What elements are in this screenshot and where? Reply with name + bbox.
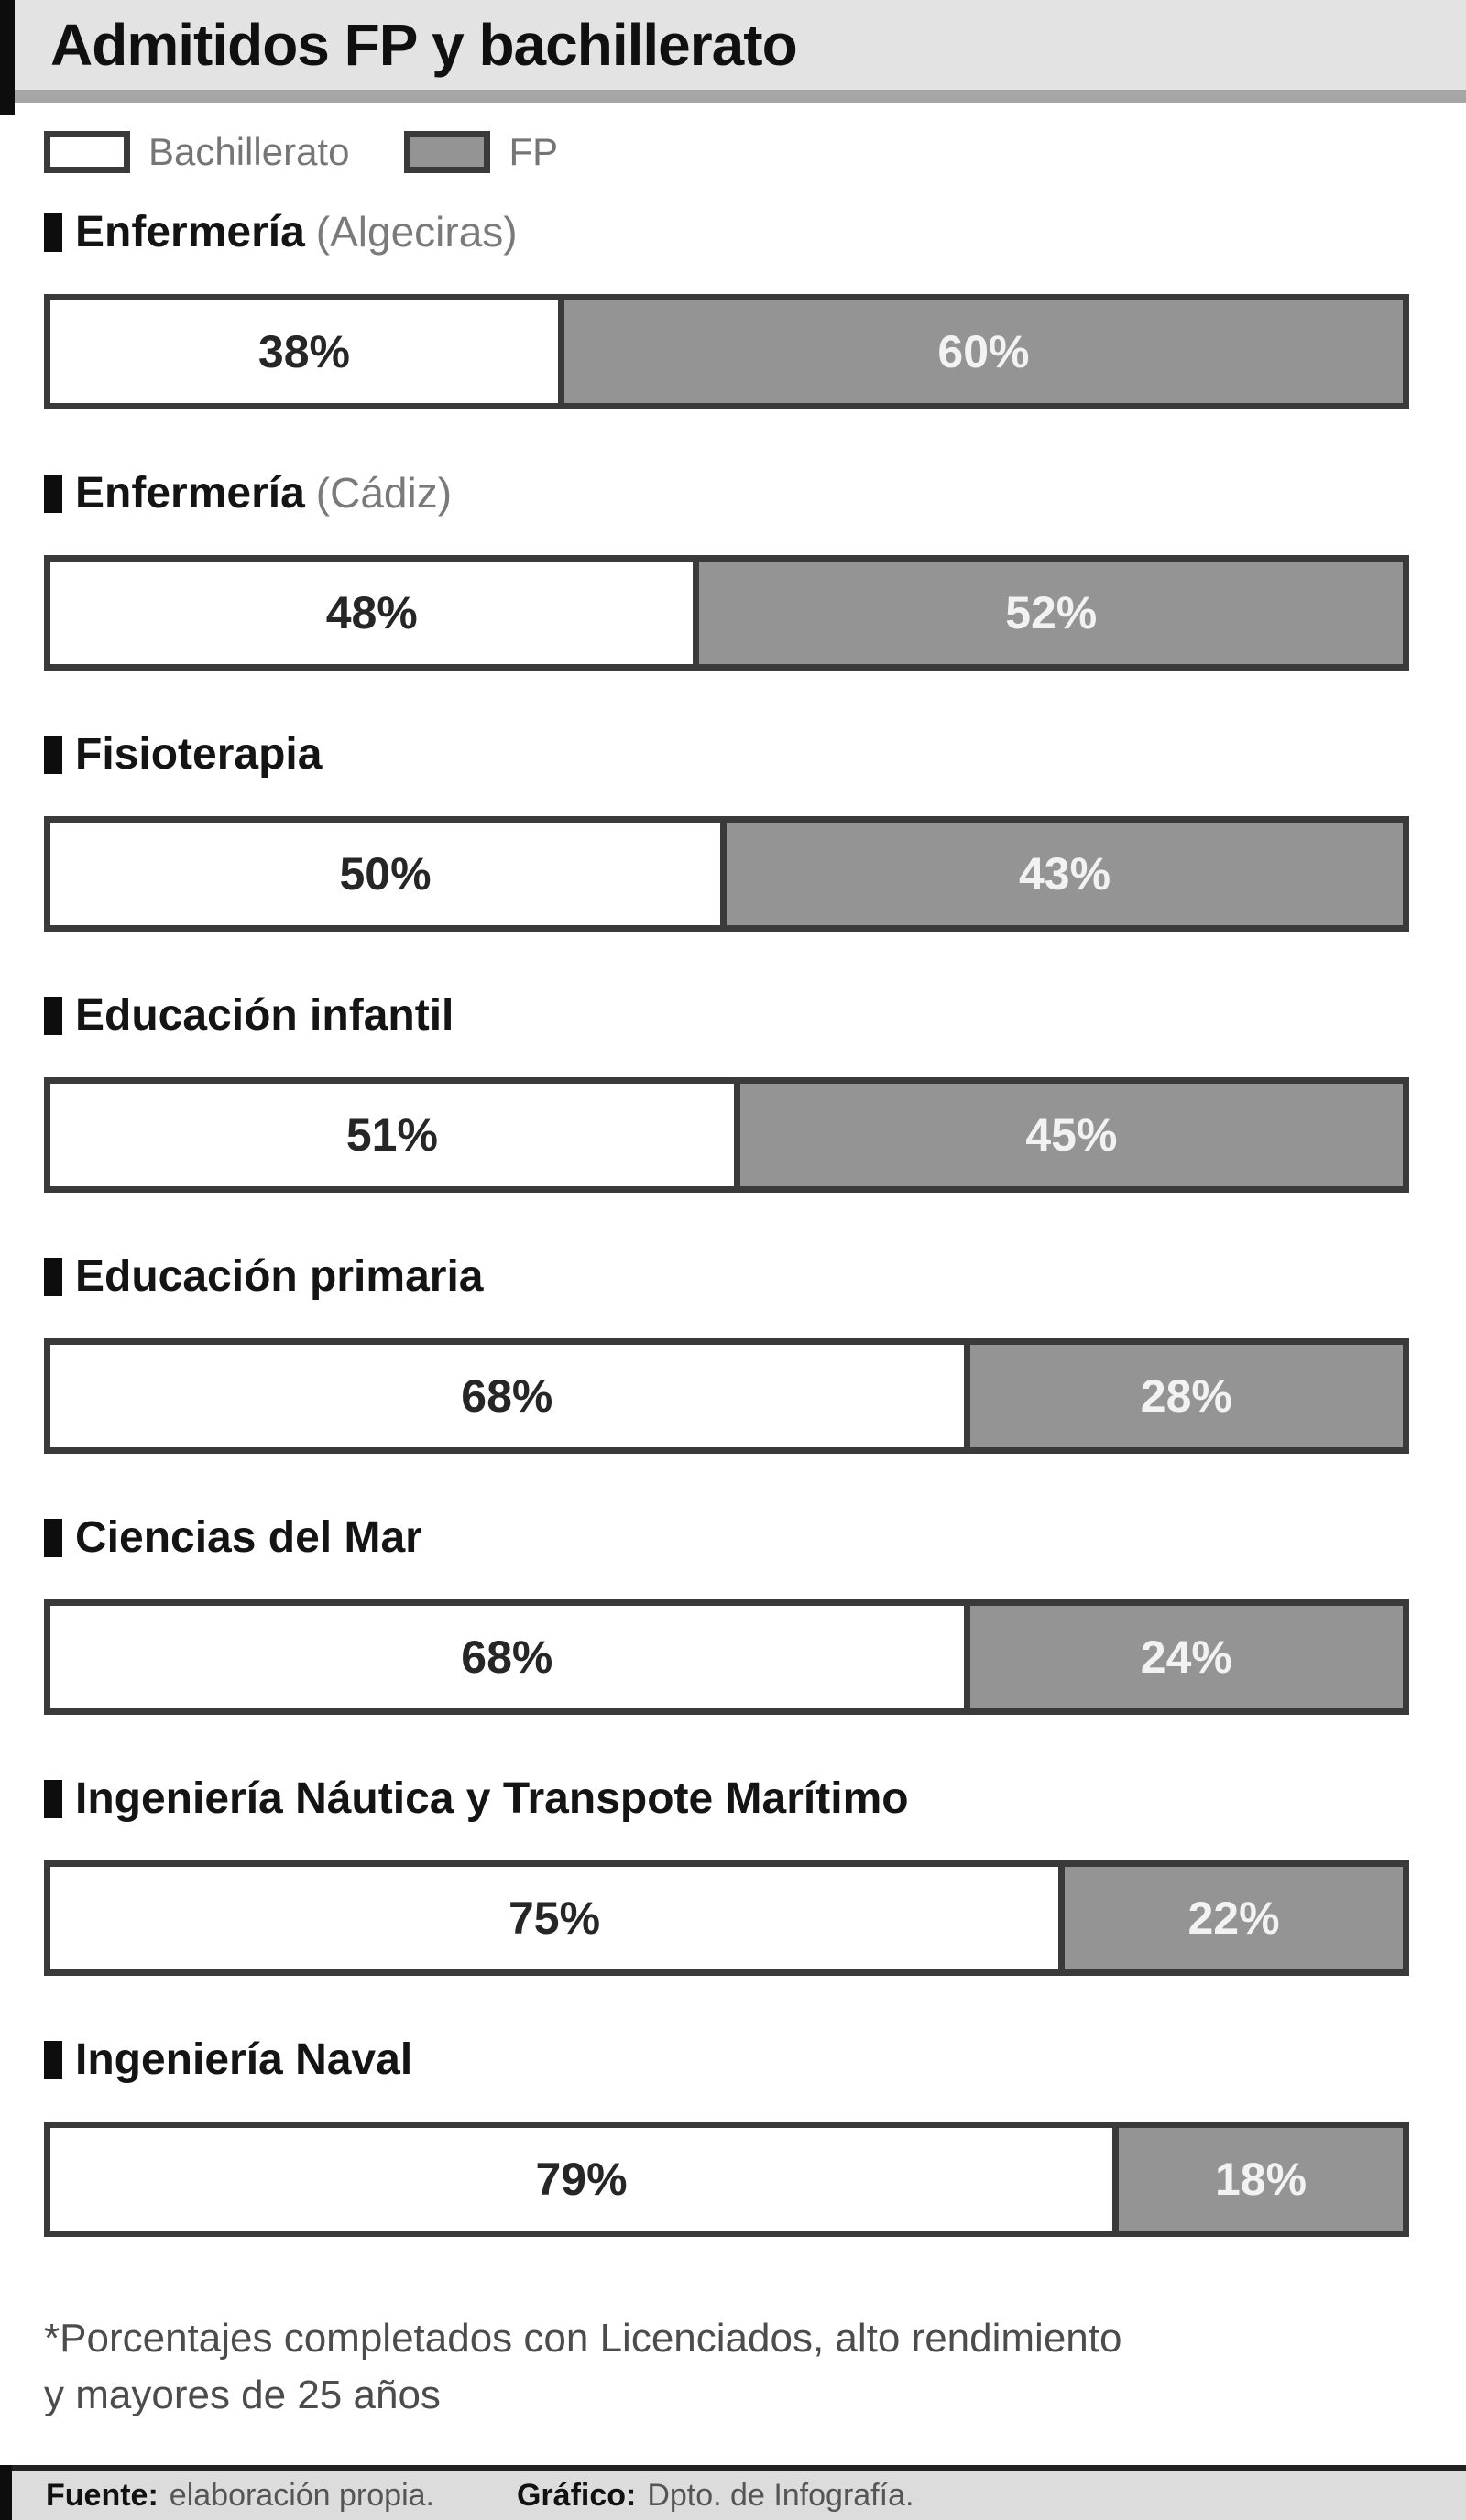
- program-label: Ingeniería Náutica y Transpote Marítimo: [44, 1773, 1409, 1824]
- credit-value: Dpto. de Infografía.: [647, 2478, 914, 2513]
- bachillerato-segment: 48%: [50, 562, 700, 664]
- bachillerato-value: 38%: [257, 326, 350, 377]
- program-label: Ingeniería Naval: [44, 2035, 1409, 2085]
- fp-swatch-icon: [404, 131, 491, 173]
- stacked-bar: 75% 22%: [44, 1860, 1409, 1976]
- fp-legend-label: FP: [509, 130, 559, 173]
- bachillerato-segment: 79%: [50, 2128, 1120, 2231]
- program-label: Enfermería (Algeciras): [44, 207, 1409, 257]
- program-section-fisioterapia: Fisioterapia 50% 43%: [44, 729, 1409, 932]
- program-label: Fisioterapia: [44, 729, 1409, 780]
- footer: Fuente: elaboración propia. Gráfico: Dpt…: [0, 2465, 1466, 2520]
- bachillerato-swatch-icon: [44, 131, 130, 173]
- program-section-educacion-primaria: Educación primaria 68% 28%: [44, 1251, 1409, 1454]
- bachillerato-value: 79%: [535, 2154, 628, 2205]
- program-section-ciencias-del-mar: Ciencias del Mar 68% 24%: [44, 1512, 1409, 1715]
- program-name: Ciencias del Mar: [75, 1513, 422, 1562]
- fp-value: 22%: [1187, 1893, 1280, 1944]
- bachillerato-segment: 51%: [50, 1084, 740, 1186]
- bachillerato-value: 48%: [325, 587, 418, 638]
- bachillerato-segment: 38%: [50, 300, 564, 403]
- footer-accent-bar: [0, 2465, 12, 2520]
- bachillerato-segment: 68%: [50, 1345, 970, 1447]
- fp-value: 45%: [1025, 1109, 1118, 1161]
- header-accent-bar: [0, 0, 15, 115]
- program-detail: (Cádiz): [315, 469, 453, 517]
- fp-segment: 18%: [1119, 2128, 1403, 2231]
- bullet-square-icon: [44, 2040, 62, 2079]
- program-section-enfermeria-cadiz: Enfermería (Cádiz) 48% 52%: [44, 468, 1409, 671]
- stacked-bar: 68% 28%: [44, 1338, 1409, 1454]
- program-section-enfermeria-algeciras: Enfermería (Algeciras) 38% 60%: [44, 207, 1409, 409]
- bachillerato-segment: 75%: [50, 1867, 1065, 1969]
- program-label: Enfermería (Cádiz): [44, 468, 1409, 518]
- credit-label: Gráfico:: [516, 2478, 637, 2513]
- footnote-line1: *Porcentajes completados con Licenciados…: [44, 2316, 1122, 2361]
- program-name: Enfermería: [75, 208, 305, 256]
- bachillerato-value: 75%: [508, 1893, 601, 1944]
- program-name: Ingeniería Náutica y Transpote Marítimo: [75, 1774, 909, 1823]
- source-label: Fuente:: [46, 2478, 159, 2513]
- fp-segment: 28%: [970, 1345, 1403, 1447]
- header: Admitidos FP y bachillerato: [0, 0, 1466, 115]
- bachillerato-value: 50%: [339, 848, 432, 900]
- program-section-ingenieria-naval: Ingeniería Naval 79% 18%: [44, 2035, 1409, 2237]
- source-value: elaboración propia.: [169, 2478, 434, 2513]
- program-name: Educación infantil: [75, 991, 454, 1040]
- stacked-bar: 38% 60%: [44, 294, 1409, 409]
- program-name: Ingeniería Naval: [75, 2035, 413, 2084]
- bullet-square-icon: [44, 1779, 62, 1818]
- fp-value: 43%: [1018, 848, 1111, 900]
- bullet-square-icon: [44, 474, 62, 513]
- bachillerato-value: 68%: [461, 1631, 553, 1683]
- fp-value: 28%: [1140, 1370, 1232, 1422]
- stacked-bar: 50% 43%: [44, 816, 1409, 932]
- page-title: Admitidos FP y bachillerato: [50, 12, 798, 78]
- fp-value: 60%: [937, 326, 1030, 377]
- bullet-square-icon: [44, 1518, 62, 1557]
- chart-rows: Enfermería (Algeciras) 38% 60% Enfermerí…: [0, 207, 1466, 2237]
- stacked-bar: 48% 52%: [44, 555, 1409, 671]
- program-label: Educación primaria: [44, 1251, 1409, 1302]
- program-detail: (Algeciras): [315, 208, 518, 256]
- bullet-square-icon: [44, 735, 62, 774]
- footnote-line2: y mayores de 25 años: [44, 2373, 441, 2417]
- program-label: Ciencias del Mar: [44, 1512, 1409, 1563]
- fp-segment: 22%: [1065, 1867, 1403, 1969]
- program-label: Educación infantil: [44, 990, 1409, 1041]
- stacked-bar: 68% 24%: [44, 1599, 1409, 1715]
- bachillerato-segment: 68%: [50, 1606, 970, 1708]
- fp-value: 52%: [1005, 587, 1098, 638]
- fp-segment: 43%: [727, 823, 1403, 925]
- bachillerato-value: 68%: [461, 1370, 553, 1422]
- bullet-square-icon: [44, 1257, 62, 1296]
- fp-segment: 52%: [699, 562, 1403, 664]
- fp-segment: 45%: [740, 1084, 1403, 1186]
- bachillerato-legend-label: Bachillerato: [148, 130, 350, 173]
- bachillerato-value: 51%: [345, 1109, 438, 1161]
- stacked-bar: 79% 18%: [44, 2122, 1409, 2237]
- fp-value: 18%: [1214, 2154, 1307, 2205]
- bullet-square-icon: [44, 213, 62, 252]
- bullet-square-icon: [44, 996, 62, 1035]
- program-section-educacion-infantil: Educación infantil 51% 45%: [44, 990, 1409, 1193]
- bachillerato-segment: 50%: [50, 823, 727, 925]
- program-name: Enfermería: [75, 469, 305, 518]
- program-name: Fisioterapia: [75, 730, 323, 779]
- program-section-ingenieria-nautica: Ingeniería Náutica y Transpote Marítimo …: [44, 1773, 1409, 1976]
- fp-segment: 24%: [970, 1606, 1403, 1708]
- footnote: *Porcentajes completados con Licenciados…: [44, 2310, 1235, 2424]
- stacked-bar: 51% 45%: [44, 1077, 1409, 1193]
- fp-segment: 60%: [564, 300, 1403, 403]
- program-name: Educación primaria: [75, 1252, 484, 1301]
- legend: Bachillerato FP: [0, 103, 1466, 174]
- fp-value: 24%: [1140, 1631, 1232, 1683]
